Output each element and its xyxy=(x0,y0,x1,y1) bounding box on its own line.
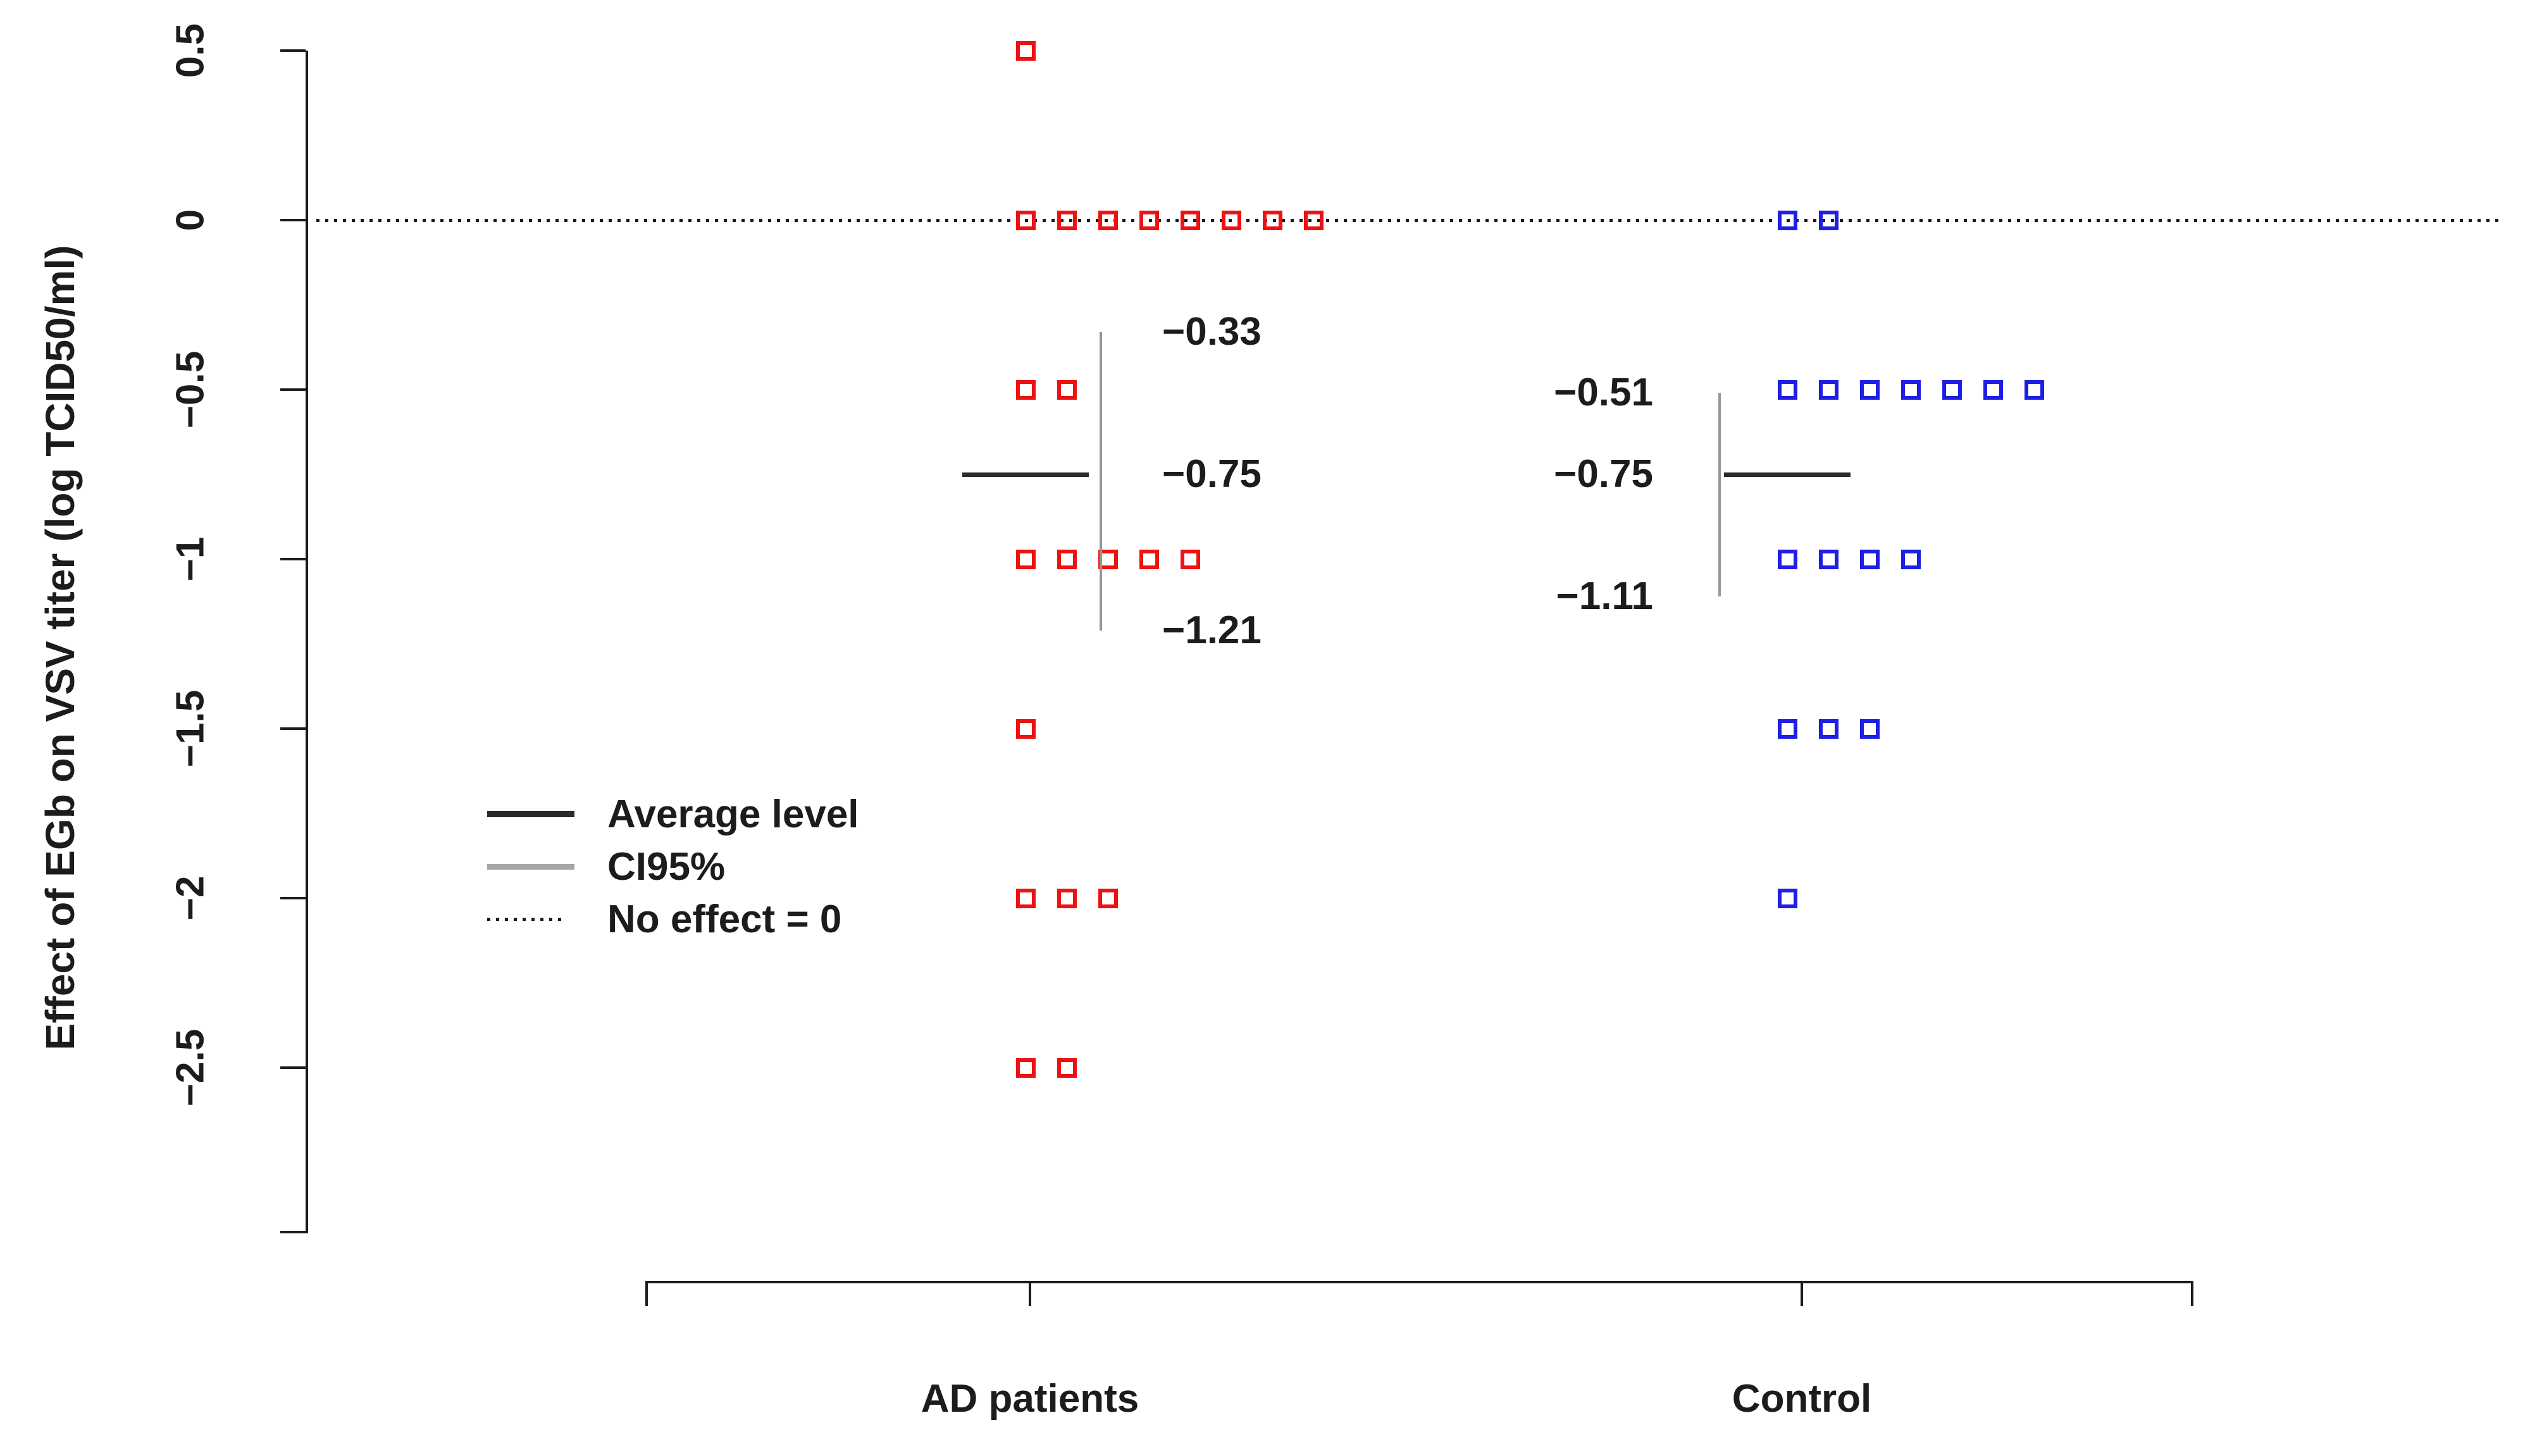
data-point-square xyxy=(1777,719,1797,739)
data-point-square xyxy=(1015,1058,1036,1078)
data-point-square xyxy=(1859,719,1880,739)
data-point-square xyxy=(1221,210,1241,230)
data-point-square xyxy=(1015,549,1036,569)
data-point-square xyxy=(1057,210,1077,230)
x-axis-group-tick xyxy=(1029,1281,1031,1306)
dotted-line-swatch xyxy=(487,917,576,921)
ci95-line-swatch xyxy=(487,863,576,870)
y-axis-tick xyxy=(280,897,306,899)
y-axis-tick xyxy=(280,1066,306,1069)
x-group-label-ad-patients: AD patients xyxy=(921,1377,1139,1421)
y-tick-label: 0.5 xyxy=(168,23,213,78)
ci95-bar xyxy=(1718,393,1721,596)
ci-lower-label-control: −1.11 xyxy=(1556,574,1653,618)
legend-item-average-level: Average level xyxy=(487,786,859,842)
data-point-square xyxy=(1180,549,1200,569)
data-point-square xyxy=(1859,549,1880,569)
average-line-swatch xyxy=(487,811,576,817)
y-tick-label: −0.5 xyxy=(168,350,213,429)
data-point-square xyxy=(1777,210,1797,230)
data-point-square xyxy=(1057,379,1077,400)
x-group-label-control: Control xyxy=(1732,1377,1872,1421)
y-tick-label: −1 xyxy=(168,536,213,582)
data-point-square xyxy=(1015,379,1036,400)
legend-item-ci95: CI95% xyxy=(487,838,725,895)
data-point-square xyxy=(1303,210,1324,230)
y-axis-tick xyxy=(280,219,306,221)
data-point-square xyxy=(1818,549,1839,569)
data-point-square xyxy=(1015,719,1036,739)
average-level-line xyxy=(962,472,1089,477)
y-axis-end-tick xyxy=(280,1231,306,1233)
x-axis-end-tick xyxy=(2191,1281,2193,1306)
y-tick-label: −2 xyxy=(168,875,213,921)
legend-item-no-effect: No effect = 0 xyxy=(487,891,841,947)
y-tick-label: 0 xyxy=(168,209,213,231)
data-point-square xyxy=(1180,210,1200,230)
y-axis-tick xyxy=(280,558,306,560)
y-axis-tick xyxy=(280,388,306,391)
data-point-square xyxy=(2024,379,2044,400)
data-point-square xyxy=(1818,379,1839,400)
y-axis-tick xyxy=(280,727,306,730)
data-point-square xyxy=(1818,719,1839,739)
data-point-square xyxy=(1057,1058,1077,1078)
y-axis-line xyxy=(306,51,308,1233)
data-point-square xyxy=(1983,379,2003,400)
ci-upper-label-ad: −0.33 xyxy=(1162,309,1262,354)
ci-upper-label-control: −0.51 xyxy=(1554,371,1653,415)
data-point-square xyxy=(1139,549,1159,569)
data-point-square xyxy=(1057,888,1077,908)
data-point-square xyxy=(1015,210,1036,230)
legend-label: Average level xyxy=(607,792,859,836)
legend-label: CI95% xyxy=(607,844,726,889)
data-point-square xyxy=(1057,549,1077,569)
data-point-square xyxy=(1818,210,1839,230)
data-point-square xyxy=(1942,379,1962,400)
y-axis-tick xyxy=(280,49,306,52)
mean-label-ad: −0.75 xyxy=(1162,452,1262,496)
y-tick-label: −1.5 xyxy=(168,689,213,768)
y-tick-label: −2.5 xyxy=(168,1028,213,1107)
data-point-square xyxy=(1777,379,1797,400)
data-point-square xyxy=(1098,210,1118,230)
x-axis-end-tick xyxy=(645,1281,648,1306)
ci95-bar xyxy=(1100,331,1102,631)
x-axis-line xyxy=(645,1281,2193,1283)
average-level-line xyxy=(1724,472,1851,477)
mean-label-control: −0.75 xyxy=(1554,452,1653,496)
legend-label: No effect = 0 xyxy=(607,897,842,941)
data-point-square xyxy=(1015,40,1036,61)
data-point-square xyxy=(1777,888,1797,908)
zero-dotted-line xyxy=(316,219,2502,222)
data-point-square xyxy=(1098,888,1118,908)
data-point-square xyxy=(1139,210,1159,230)
y-axis-title: Effect of EGb on VSV titer (log TCID50/m… xyxy=(37,245,83,1051)
data-point-square xyxy=(1901,379,1921,400)
data-point-square xyxy=(1901,549,1921,569)
data-point-square xyxy=(1859,379,1880,400)
data-point-square xyxy=(1015,888,1036,908)
data-point-square xyxy=(1777,549,1797,569)
ci-lower-label-ad: −1.21 xyxy=(1162,608,1262,652)
x-axis-group-tick xyxy=(1801,1281,1803,1306)
data-point-square xyxy=(1262,210,1282,230)
